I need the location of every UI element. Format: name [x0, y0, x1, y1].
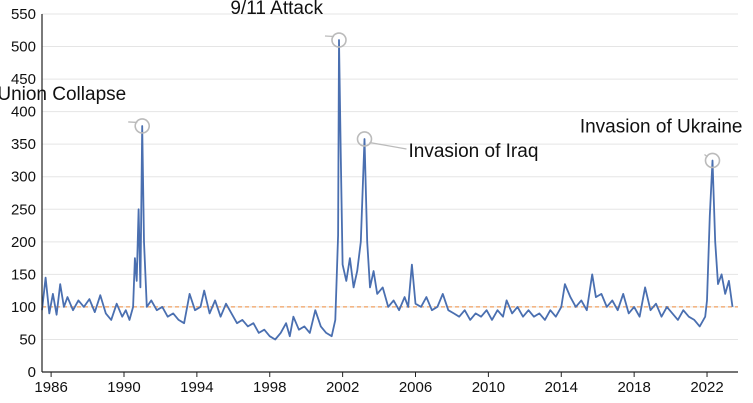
y-tick-label: 400: [11, 104, 36, 121]
y-tick-label: 300: [11, 169, 36, 186]
x-tick-label: 1998: [253, 379, 286, 396]
annotation-pointer: [128, 121, 138, 124]
annotation-markers: [128, 32, 721, 169]
y-tick-label: 0: [28, 364, 36, 381]
annotation-label: 9/11 Attack: [230, 0, 323, 19]
y-tick-label: 250: [11, 201, 36, 218]
annotation-marker: [134, 118, 151, 134]
x-tick-label: 1994: [180, 379, 213, 396]
annotation-pointer: [369, 141, 407, 150]
annotation-label: Invasion of Iraq: [408, 141, 538, 162]
x-tick-label: 2014: [545, 379, 578, 396]
x-tick-label: 1986: [34, 379, 67, 396]
x-tick-label: 2006: [399, 379, 432, 396]
annotation-pointer: [704, 153, 709, 158]
y-tick-labels: 0 50 100 150 200 250 300 350 400 450 500 550: [11, 6, 36, 381]
annotation-label: Soviet Union Collapse: [0, 84, 126, 105]
annotation-marker: [704, 152, 721, 169]
y-tick-label: 500: [11, 39, 36, 56]
x-tick-label: 2022: [690, 379, 723, 396]
x-tick-labels: 1986 1990 1994 1998 2002 2006 2010 2014 2018 2022: [34, 379, 723, 396]
x-tick-label: 2002: [326, 379, 359, 396]
y-tick-label: 550: [11, 6, 36, 23]
y-tick-label: 100: [11, 299, 36, 316]
annotation-marker: [331, 32, 347, 48]
x-tick-label: 2010: [472, 379, 505, 396]
annotation-marker: [356, 131, 373, 147]
y-tick-label: 450: [11, 71, 36, 88]
x-tick-label: 1990: [107, 379, 140, 396]
y-tick-label: 200: [11, 234, 36, 251]
annotation-pointer: [324, 35, 335, 38]
y-tick-label: 350: [11, 136, 36, 153]
annotations: Soviet Union Collapse 9/11 Attack Invasion…: [0, 0, 742, 162]
series-line: [41, 39, 734, 341]
y-tick-label: 150: [11, 266, 36, 283]
y-tick-label: 50: [19, 331, 36, 348]
series-group: [41, 39, 734, 341]
x-tick-label: 2018: [617, 379, 650, 396]
axes: [41, 14, 738, 377]
annotation-label: Invasion of Ukraine: [580, 116, 743, 137]
